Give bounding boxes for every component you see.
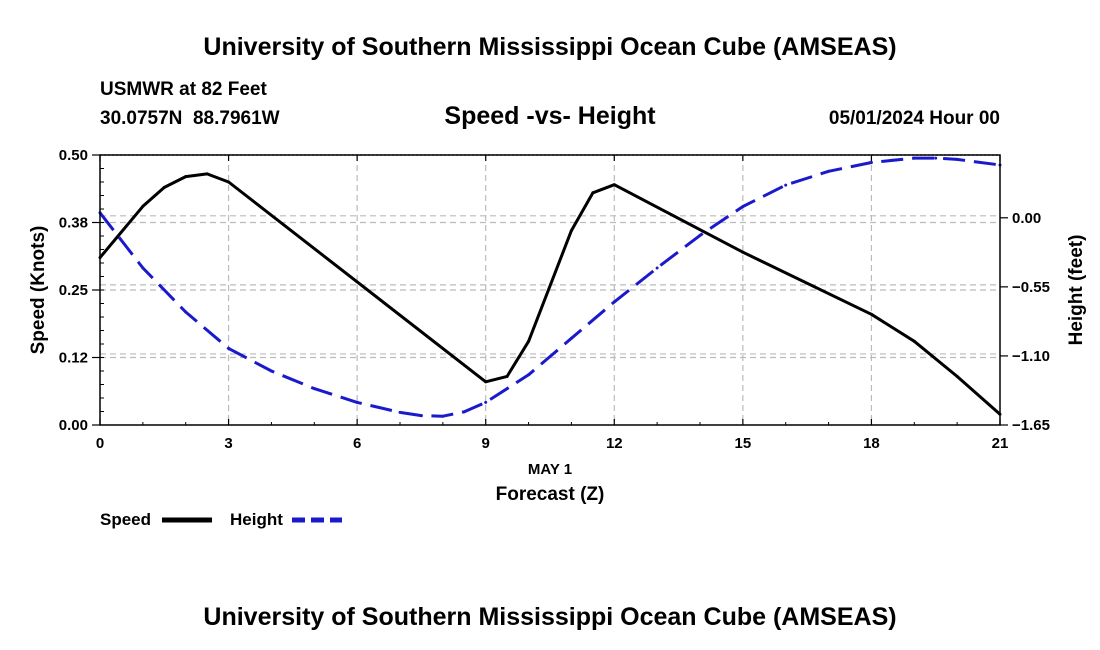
y-left-tick-label: 0.38 xyxy=(59,215,88,232)
y-left-tick-label: 0.50 xyxy=(59,147,88,164)
speed-data-point xyxy=(184,175,188,179)
height-data-point xyxy=(784,183,788,187)
y-left-axis-label: Speed (Knots) xyxy=(28,226,49,355)
x-tick-label: 0 xyxy=(96,435,104,452)
speed-data-point xyxy=(591,191,595,195)
height-data-point xyxy=(398,410,402,414)
height-data-point xyxy=(312,387,316,391)
height-data-point xyxy=(912,156,916,160)
height-data-point xyxy=(698,233,702,237)
speed-data-point xyxy=(869,312,873,316)
x-tick-label: 6 xyxy=(353,435,361,452)
legend: Speed Height xyxy=(100,510,342,529)
height-data-point xyxy=(269,369,273,373)
speed-data-point xyxy=(162,185,166,189)
height-data-point xyxy=(484,400,488,404)
y-right-tick-label: −1.10 xyxy=(1012,348,1050,365)
height-data-point xyxy=(869,161,873,164)
speed-data-point xyxy=(227,180,231,184)
footer-title: University of Southern Mississippi Ocean… xyxy=(203,603,896,631)
x-tick-label: 9 xyxy=(482,435,490,452)
datetime-label: 05/01/2024 Hour 00 xyxy=(829,108,1000,129)
y-left-tick-label: 0.00 xyxy=(59,417,88,434)
speed-series-line xyxy=(98,172,1001,416)
height-data-point xyxy=(655,266,659,270)
height-data-point xyxy=(741,205,745,208)
axis-ticks: 0 3 6 9 12 15 18 21 0.00 0.12 0.25 0.38 0.50 −1.65 −1.… xyxy=(59,147,1050,452)
speed-data-point xyxy=(484,380,488,384)
grid-lines xyxy=(100,155,1000,425)
y-right-tick-label: −1.65 xyxy=(1012,417,1050,434)
speed-data-point xyxy=(569,229,573,233)
speed-data-point xyxy=(205,172,209,176)
series-lines xyxy=(98,156,1002,418)
main-title: University of Southern Mississippi Ocean… xyxy=(203,33,896,61)
y-right-tick-label: −0.55 xyxy=(1012,279,1050,296)
height-data-point xyxy=(227,346,231,350)
speed-data-point xyxy=(505,374,509,378)
station-label: USMWR at 82 Feet xyxy=(100,79,267,100)
height-data-point xyxy=(462,410,466,414)
x-tick-label: 3 xyxy=(224,435,232,452)
x-axis-label: Forecast (Z) xyxy=(496,484,605,505)
y-right-axis-label: Height (feet) xyxy=(1066,235,1087,346)
speed-data-point xyxy=(912,339,916,343)
speed-data-point xyxy=(527,339,531,343)
x-axis-date-label: MAY 1 xyxy=(528,461,572,478)
x-tick-label: 12 xyxy=(606,435,623,452)
x-tick-label: 18 xyxy=(863,435,880,452)
height-data-point xyxy=(184,310,188,314)
height-data-point xyxy=(612,300,616,304)
height-data-point xyxy=(527,373,531,377)
height-data-point xyxy=(441,414,445,418)
y-left-tick-label: 0.12 xyxy=(59,350,88,367)
speed-data-point xyxy=(141,204,145,208)
legend-speed-label: Speed xyxy=(100,510,151,529)
height-data-point xyxy=(934,156,938,160)
speed-data-point xyxy=(955,374,959,378)
height-data-point xyxy=(827,169,831,173)
height-data-point xyxy=(355,400,359,404)
height-data-point xyxy=(569,336,573,340)
height-data-point xyxy=(419,414,423,418)
height-data-point xyxy=(955,157,959,161)
y-left-tick-label: 0.25 xyxy=(59,282,88,299)
y-right-tick-label: 0.00 xyxy=(1012,210,1041,227)
speed-data-point xyxy=(741,250,745,254)
legend-height-label: Height xyxy=(230,510,283,529)
x-tick-label: 21 xyxy=(992,435,1009,452)
chart-subtitle: Speed -vs- Height xyxy=(444,102,656,130)
coords-label: 30.0757N 88.7961W xyxy=(100,108,280,129)
speed-data-point xyxy=(612,183,616,187)
x-tick-label: 15 xyxy=(735,435,752,452)
height-data-point xyxy=(141,266,145,270)
